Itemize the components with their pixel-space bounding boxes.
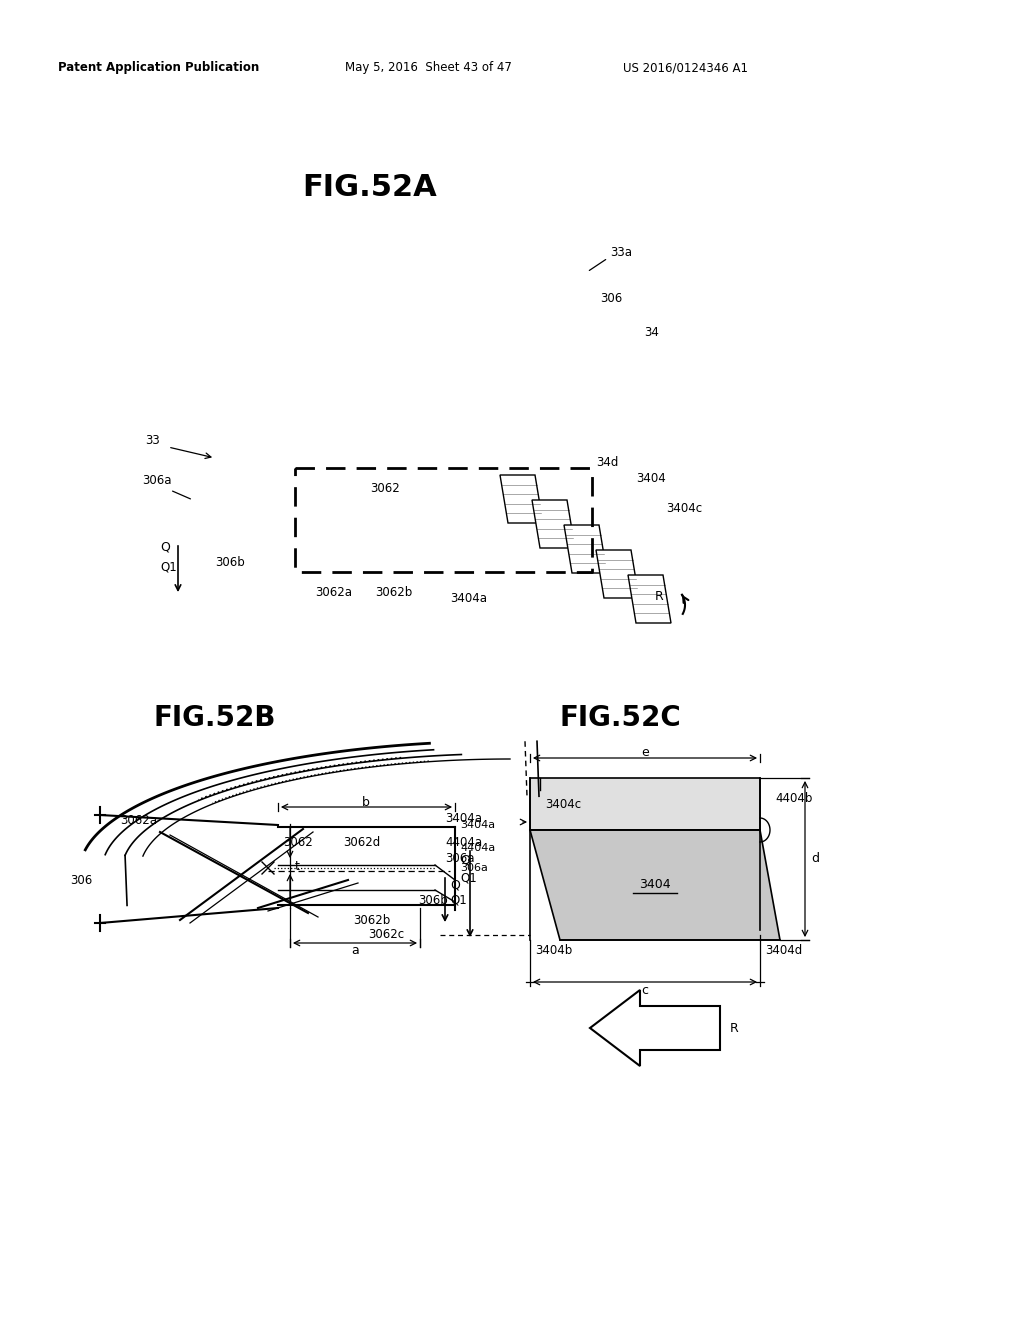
Polygon shape bbox=[530, 830, 780, 940]
Text: Q: Q bbox=[450, 879, 460, 891]
Text: Q: Q bbox=[160, 540, 170, 553]
Text: 306b: 306b bbox=[418, 894, 447, 907]
Text: 3062: 3062 bbox=[283, 837, 312, 850]
Text: 4404a: 4404a bbox=[445, 836, 482, 849]
Text: 306: 306 bbox=[70, 874, 92, 887]
Text: a: a bbox=[351, 945, 358, 957]
Polygon shape bbox=[596, 550, 639, 598]
Text: Q1: Q1 bbox=[160, 561, 177, 573]
Polygon shape bbox=[500, 475, 543, 523]
Text: 3404: 3404 bbox=[636, 471, 666, 484]
Text: 3062d: 3062d bbox=[343, 837, 380, 850]
Text: 3404c: 3404c bbox=[666, 502, 702, 515]
Text: 4404b: 4404b bbox=[775, 792, 812, 805]
Text: 3062: 3062 bbox=[370, 482, 399, 495]
Text: FIG.52A: FIG.52A bbox=[303, 173, 437, 202]
Text: R: R bbox=[655, 590, 664, 603]
Text: 3062a: 3062a bbox=[315, 586, 352, 599]
Text: Q1: Q1 bbox=[460, 871, 477, 884]
Text: 3062a: 3062a bbox=[120, 813, 157, 826]
Text: R: R bbox=[730, 1022, 738, 1035]
Polygon shape bbox=[564, 525, 607, 573]
Polygon shape bbox=[532, 500, 575, 548]
Text: 3404a: 3404a bbox=[460, 820, 496, 830]
Text: FIG.52C: FIG.52C bbox=[559, 704, 681, 733]
Text: 3062b: 3062b bbox=[375, 586, 413, 599]
Text: d: d bbox=[811, 853, 819, 866]
Text: 3404: 3404 bbox=[639, 879, 671, 891]
Text: May 5, 2016  Sheet 43 of 47: May 5, 2016 Sheet 43 of 47 bbox=[345, 62, 512, 74]
Text: 3404c: 3404c bbox=[545, 797, 582, 810]
Text: 3404b: 3404b bbox=[535, 944, 572, 957]
Text: 33a: 33a bbox=[610, 247, 632, 260]
Text: 3404a: 3404a bbox=[445, 812, 482, 825]
Text: 33: 33 bbox=[145, 433, 160, 446]
Text: Q: Q bbox=[460, 854, 470, 866]
Text: 3062b: 3062b bbox=[353, 913, 390, 927]
Text: c: c bbox=[641, 983, 648, 997]
Text: Patent Application Publication: Patent Application Publication bbox=[58, 62, 259, 74]
Text: Q1: Q1 bbox=[450, 894, 467, 907]
Text: US 2016/0124346 A1: US 2016/0124346 A1 bbox=[623, 62, 748, 74]
Polygon shape bbox=[530, 777, 760, 830]
Text: e: e bbox=[641, 746, 649, 759]
Polygon shape bbox=[628, 576, 671, 623]
Text: 3404d: 3404d bbox=[765, 944, 802, 957]
Text: 34d: 34d bbox=[596, 455, 618, 469]
Text: 3404a: 3404a bbox=[450, 591, 487, 605]
Polygon shape bbox=[590, 990, 720, 1067]
Text: 3062c: 3062c bbox=[368, 928, 404, 941]
Text: 306a: 306a bbox=[445, 851, 474, 865]
Text: 4404a: 4404a bbox=[460, 843, 496, 853]
Text: b: b bbox=[362, 796, 370, 808]
Text: 306b: 306b bbox=[215, 557, 245, 569]
Text: 306a: 306a bbox=[142, 474, 171, 487]
Text: t: t bbox=[295, 859, 300, 873]
Text: 306a: 306a bbox=[460, 863, 487, 873]
Text: 34: 34 bbox=[644, 326, 658, 339]
Text: FIG.52B: FIG.52B bbox=[154, 704, 276, 733]
Text: 306: 306 bbox=[600, 292, 623, 305]
